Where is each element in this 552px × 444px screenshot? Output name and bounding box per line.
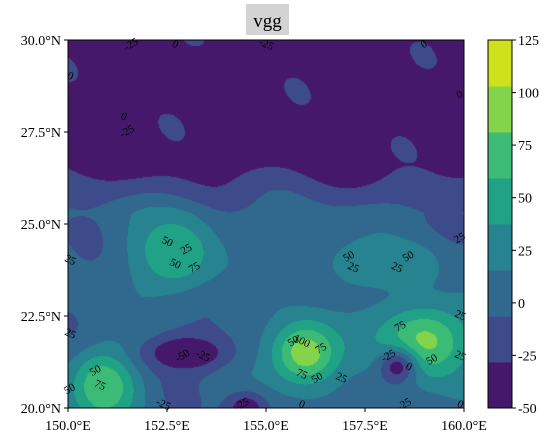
x-tick-label: 155.0°E (243, 419, 289, 434)
contour-label: -25 (194, 348, 213, 365)
colorbar-tick-label: 50 (518, 192, 532, 207)
colorbar-tick-label: 0 (518, 297, 525, 312)
x-tick-label: 157.5°E (342, 419, 388, 434)
contour-label: 25 (389, 260, 404, 276)
colorbar-band (488, 224, 512, 271)
colorbar-ticks: 125 100 75 50 25 0 -25 -50 (512, 34, 539, 417)
x-axis: 150.0°E 152.5°E 155.0°E 157.5°E 160.0°E (45, 408, 487, 434)
colorbar-band (488, 132, 512, 179)
contour-field (68, 40, 464, 408)
colorbar-tick-label: -25 (518, 349, 537, 364)
contour-label: 0 (65, 70, 76, 83)
colorbar-tick-label: 25 (518, 244, 532, 259)
colorbar-band (488, 40, 512, 87)
colorbar-band (488, 86, 512, 133)
y-tick-label: 22.5°N (21, 310, 61, 325)
contour-label: 0 (297, 398, 308, 411)
contour-label: 0 (119, 110, 130, 123)
chart-title: vgg (253, 11, 282, 32)
contour-label: 0 (419, 38, 430, 51)
contour-label: 75 (92, 378, 107, 394)
contour-label: 25 (63, 326, 78, 342)
contour-label: 0 (454, 88, 465, 101)
colorbar-tick-label: -50 (518, 402, 537, 417)
colorbar-tick-label: 125 (518, 34, 539, 49)
title-group: vgg (246, 4, 289, 35)
contour-label: 25 (334, 370, 349, 386)
y-tick-label: 20.0°N (21, 402, 61, 417)
contour-label: 0 (404, 360, 415, 373)
colorbar-tick-label: 75 (518, 139, 532, 154)
contour-label: 0 (170, 38, 181, 51)
contour-label: 50 (168, 256, 183, 272)
colorbar-band (488, 362, 512, 409)
title-box (246, 4, 289, 35)
y-tick-label: 27.5°N (21, 126, 61, 141)
colorbar-tick-label: 100 (518, 87, 539, 102)
contour-label: 25 (63, 253, 78, 269)
colorbar: 125 100 75 50 25 0 -25 -50 (487, 34, 539, 417)
contour-label: -25 (154, 396, 173, 413)
colorbar-band (488, 316, 512, 363)
x-tick-label: 150.0°E (45, 419, 91, 434)
contour-label: 0 (455, 398, 466, 411)
colorbar-band (488, 270, 512, 317)
y-tick-label: 30.0°N (21, 34, 61, 49)
contour-label: 75 (294, 367, 309, 383)
x-tick-label: 160.0°E (441, 419, 487, 434)
colorbar-frame (487, 39, 513, 409)
y-tick-label: 25.0°N (21, 218, 61, 233)
colorbar-bands (488, 40, 512, 409)
y-axis: 20.0°N 22.5°N 25.0°N 27.5°N 30.0°N (21, 34, 68, 417)
contour-label: 50 (160, 234, 175, 250)
x-tick-label: 152.5°E (144, 419, 190, 434)
colorbar-band (488, 178, 512, 225)
contour-label: 25 (346, 260, 361, 276)
